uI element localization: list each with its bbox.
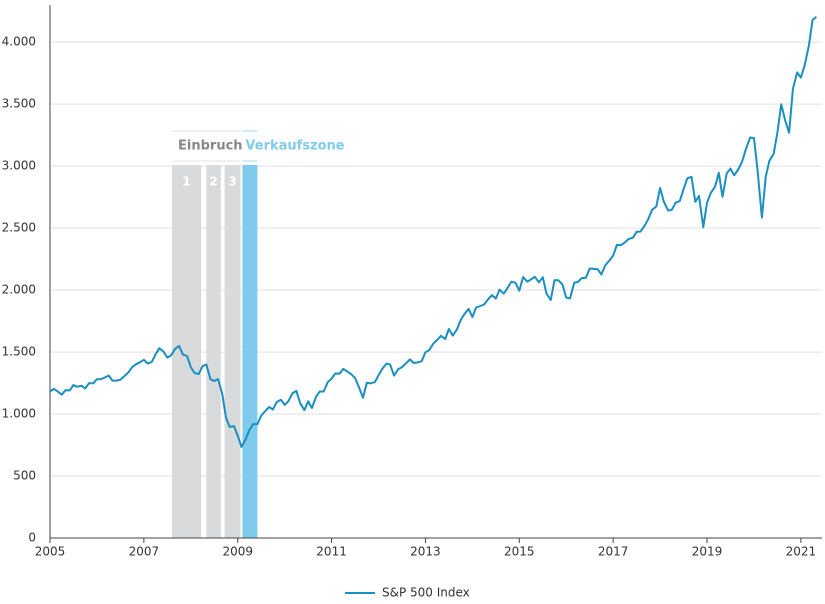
y-tick-label: 1.000 xyxy=(2,407,36,421)
phase-group-label: Einbruch xyxy=(178,139,243,154)
y-tick-label: 4.000 xyxy=(2,35,36,49)
x-tick-label: 2011 xyxy=(316,545,347,559)
phase-band xyxy=(172,165,202,538)
x-tick-label: 2017 xyxy=(598,545,629,559)
x-tick-label: 2019 xyxy=(692,545,723,559)
x-tick-label: 2015 xyxy=(504,545,535,559)
y-tick-label: 2.000 xyxy=(2,283,36,297)
y-tick-label: 500 xyxy=(13,469,36,483)
x-tick-label: 2009 xyxy=(222,545,253,559)
legend-label: S&P 500 Index xyxy=(382,586,470,600)
phase-group-label: Verkaufszone xyxy=(245,139,344,154)
phase-number: 1 xyxy=(182,175,190,189)
phase-band xyxy=(206,165,221,538)
y-tick-label: 2.500 xyxy=(2,221,36,235)
y-tick-label: 1.500 xyxy=(2,345,36,359)
x-tick-label: 2005 xyxy=(35,545,66,559)
phase-number: 3 xyxy=(228,175,236,189)
x-tick-label: 2013 xyxy=(410,545,441,559)
line-series xyxy=(49,16,818,448)
phase-band xyxy=(224,165,241,538)
y-tick-label: 3.500 xyxy=(2,97,36,111)
x-tick-label: 2007 xyxy=(129,545,160,559)
y-tick-label: 0 xyxy=(28,531,36,545)
phase-band xyxy=(242,165,258,538)
phase-number: 2 xyxy=(209,175,217,189)
x-tick-label: 2021 xyxy=(786,545,817,559)
y-tick-label: 3.000 xyxy=(2,159,36,173)
